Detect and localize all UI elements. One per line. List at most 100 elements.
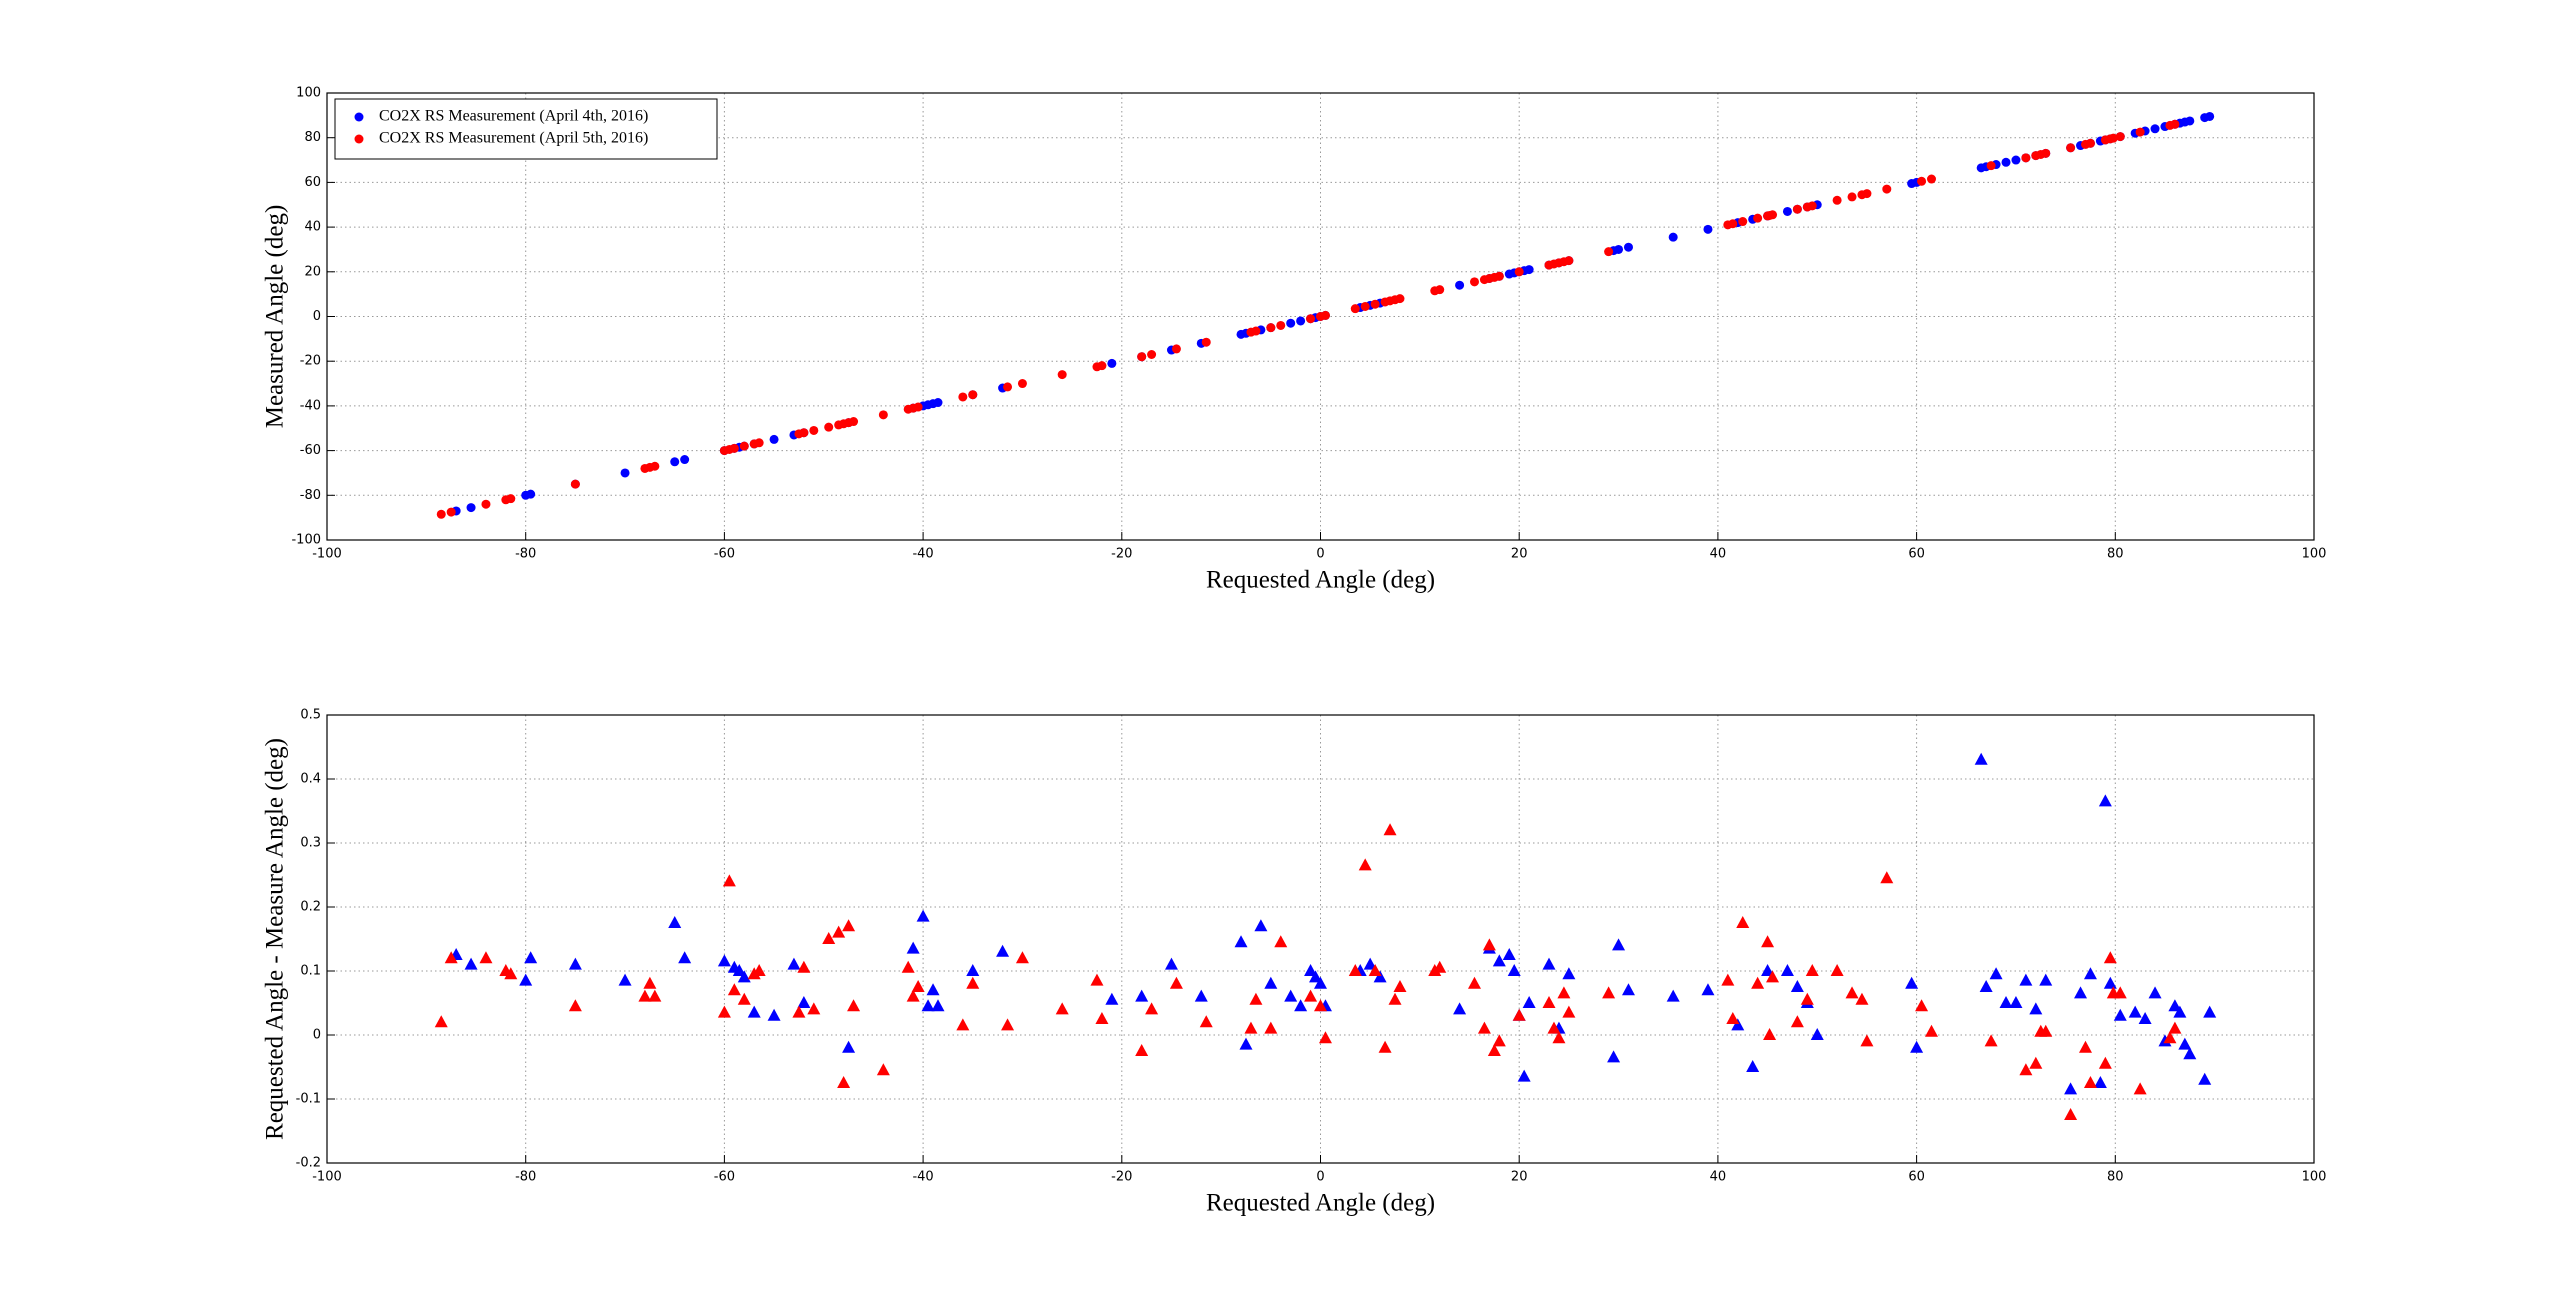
point [1249,992,1263,1005]
y-tick-label: 0.5 [300,708,321,723]
point [1761,964,1775,976]
y-tick-label: -40 [300,398,321,413]
point [1455,280,1465,290]
point [2168,999,2182,1012]
point [792,1005,806,1018]
point [1522,996,1536,1008]
point [1433,960,1447,973]
point [911,980,925,992]
point [2128,1005,2142,1018]
y-tick-label: 0.4 [300,772,321,787]
point [2150,124,2160,134]
point [2021,153,2031,163]
point [2093,1076,2107,1088]
point [2163,1031,2177,1044]
x-tick-label: 100 [2302,547,2327,562]
point [933,398,943,408]
point [2098,794,2112,807]
point [650,461,660,471]
point [1557,986,1571,999]
point [1810,1028,1824,1040]
point [1477,1021,1491,1034]
point [2066,143,2076,153]
point [524,951,538,964]
point [1910,1040,1924,1053]
point [842,919,856,932]
point [1830,964,1844,976]
point [1358,858,1372,871]
point [1264,1021,1278,1034]
point [1986,161,1996,171]
point [1832,195,1842,205]
point [2170,119,2180,129]
point [1373,970,1387,983]
point [1542,996,1556,1008]
point [737,992,751,1005]
point [1135,989,1149,1002]
point [747,1005,761,1018]
x-tick-label: 0 [1316,1170,1324,1185]
point [2029,1056,2043,1069]
point [1552,1031,1566,1044]
point [926,983,940,996]
point [1095,1012,1109,1024]
point [921,999,935,1012]
point [1487,1044,1501,1056]
point [1294,999,1308,1012]
x-tick-label: 40 [1710,1170,1727,1185]
point [1751,976,1765,989]
point [670,457,680,467]
point [2103,976,2117,989]
point [1348,964,1362,976]
x-tick-label: -100 [312,547,342,562]
point [799,428,809,438]
point [849,417,859,427]
point [506,494,516,504]
point [787,957,801,970]
point [966,976,980,989]
point [1666,989,1680,1002]
point [620,468,630,478]
point [2168,1021,2182,1034]
point [2064,1082,2078,1095]
point [1623,242,1633,252]
point [2185,116,2195,126]
legend-marker [354,134,364,144]
point [1524,265,1534,275]
point [668,916,682,928]
point [643,976,657,989]
point [1862,189,1872,199]
point [1512,1008,1526,1021]
point [1105,992,1119,1005]
x-tick-label: 20 [1511,1170,1528,1185]
point [2178,1037,2192,1050]
point [1264,976,1278,989]
point [1254,919,1268,932]
point [1199,1015,1213,1028]
point [832,925,846,938]
x-tick-label: 100 [2302,1170,2327,1185]
point [1001,1018,1015,1031]
point [1502,948,1516,960]
plot-area [327,715,2314,1163]
point [1467,976,1481,989]
point [847,999,861,1012]
point [1721,973,1735,986]
point [1239,1037,1253,1050]
x-tick-label: -40 [912,547,933,562]
point [878,410,888,420]
point [1882,184,1892,194]
y-tick-label: 60 [304,175,321,190]
point [466,503,476,513]
point [648,989,662,1002]
point [1284,989,1298,1002]
legend-label: CO2X RS Measurement (April 4th, 2016) [379,108,648,125]
point [1984,1034,1998,1047]
y-tick-label: 0.1 [300,964,321,979]
point [956,1018,970,1031]
point [1137,352,1147,362]
legend-marker [354,112,364,122]
point [737,970,751,983]
point [1251,326,1261,336]
point [1314,999,1327,1012]
